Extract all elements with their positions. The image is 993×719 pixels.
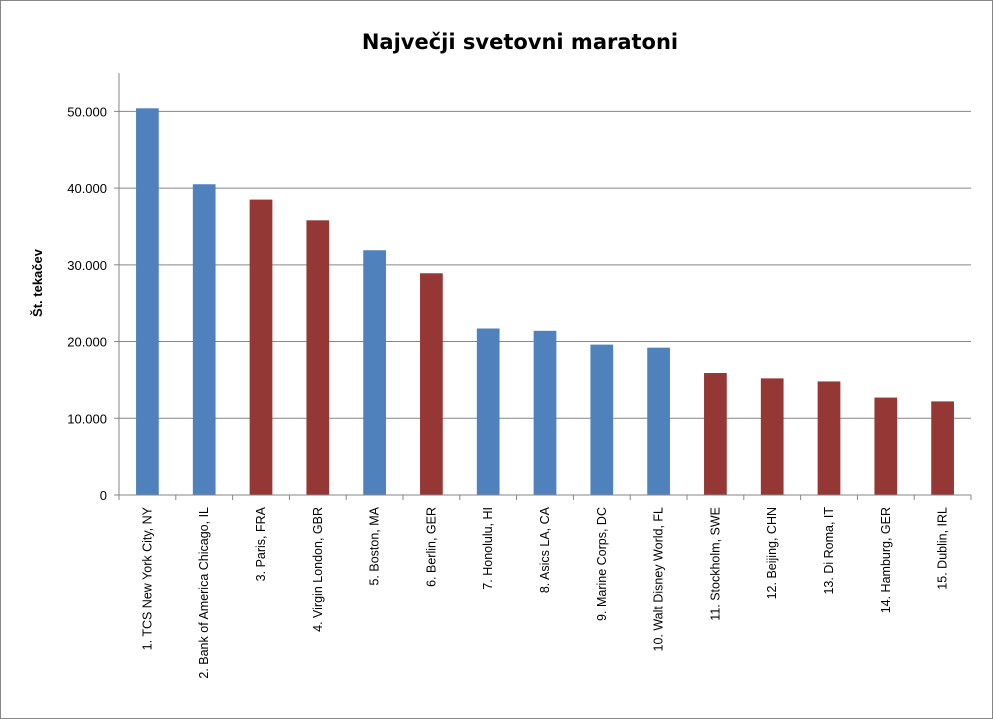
x-tick-label-6: 6. Berlin, GER: [424, 507, 438, 587]
x-tick-label-15: 15. Dublin, IRL: [936, 507, 950, 590]
x-tick-label-14: 14. Hamburg, GER: [879, 507, 893, 613]
y-tick-label-0: 0: [100, 488, 107, 503]
y-tick-label-1: 10.000: [67, 411, 107, 426]
x-tick-label-9: 9. Marine Corps, DC: [595, 507, 609, 621]
x-tick-label-2: 2. Bank of America Chicago, IL: [197, 507, 211, 679]
y-tick-label-2: 20.000: [67, 335, 107, 350]
bar-11: [704, 373, 727, 495]
bar-4: [306, 220, 330, 496]
bar-14: [874, 397, 898, 495]
x-tick-label-10: 10. Walt Disney World, FL: [652, 507, 666, 652]
x-tick-label-4: 4. Virgin London, GBR: [311, 507, 325, 632]
bar-15: [931, 401, 954, 495]
x-tick-labels: 1. TCS New York City, NY 2. Bank of Ameri…: [140, 506, 949, 678]
x-tick-label-5: 5. Boston, MA: [368, 506, 382, 585]
y-axis-label: Št. tekačev: [30, 248, 45, 317]
y-tick-label-4: 40.000: [67, 181, 107, 196]
bar-2: [192, 184, 216, 495]
bar-1: [136, 108, 159, 495]
y-tick-label-3: 30.000: [67, 258, 107, 273]
y-tick-labels: 0 10.000 20.000 30.000 40.000 50.000: [67, 104, 107, 503]
x-tick-label-7: 7. Honolulu, HI: [481, 507, 495, 590]
x-tick-label-12: 12. Beijing, CHN: [765, 507, 779, 599]
bars: [136, 108, 954, 496]
bar-3: [249, 199, 273, 495]
bar-12: [760, 378, 784, 495]
chart-title: Največji svetovni maratoni: [362, 30, 678, 54]
x-tick-label-1: 1. TCS New York City, NY: [140, 506, 154, 650]
bar-8: [533, 330, 557, 495]
bar-10: [647, 347, 670, 495]
x-tick-label-8: 8. Asics LA, CA: [538, 506, 552, 593]
bar-7: [476, 328, 500, 495]
axes: [114, 73, 972, 500]
y-tick-label-5: 50.000: [67, 104, 107, 119]
x-tick-label-3: 3. Paris, FRA: [254, 506, 268, 581]
bar-6: [420, 273, 443, 495]
bar-5: [363, 250, 386, 495]
bar-13: [817, 381, 841, 495]
bar-9: [590, 344, 614, 495]
x-tick-label-13: 13. Di Roma, IT: [822, 507, 836, 595]
x-tick-label-11: 11. Stockholm, SWE: [708, 507, 722, 621]
